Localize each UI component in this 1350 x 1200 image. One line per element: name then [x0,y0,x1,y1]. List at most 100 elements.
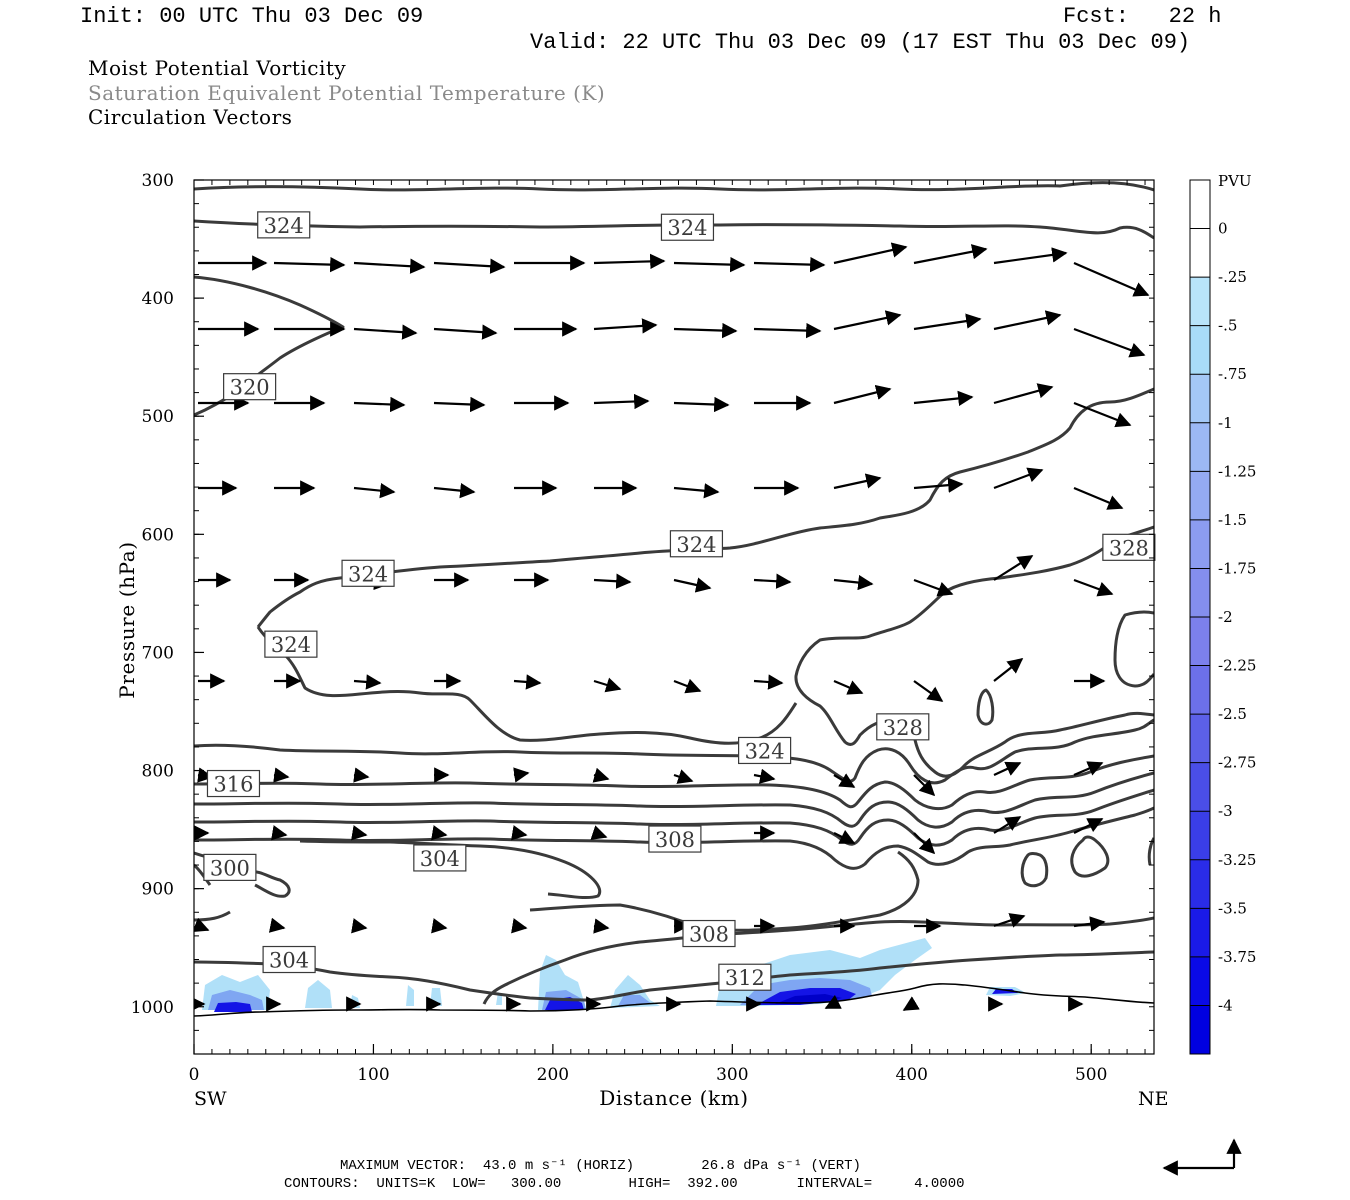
x-tick-label: 400 [896,1065,928,1085]
colorbar-swatch [1190,859,1210,909]
y-axis-label: Pressure (hPa) [115,541,139,698]
y-tick-label: 700 [142,643,174,663]
colorbar-title: PVU [1218,172,1252,190]
y-tick-label: 400 [142,289,174,309]
circulation-vector [1073,761,1104,777]
colorbar-label: -1.25 [1218,462,1256,480]
contour-label-box [738,736,792,765]
colorbar-label: -.5 [1218,317,1237,335]
circulation-vector [913,313,982,331]
forecast-hour: Fcst: 22 h [1063,4,1222,29]
field-title-vectors: Circulation Vectors [88,105,293,129]
circulation-vector [993,247,1068,265]
contour-label-box [669,530,724,558]
contour-label-box [262,945,316,974]
colorbar-swatch [1190,180,1210,230]
colorbar-label: -2.75 [1218,754,1256,772]
circulation-vector [353,767,370,783]
circulation-vector [913,774,936,797]
colorbar-swatch [1190,374,1210,424]
max-vector-note: MAXIMUM VECTOR: 43.0 m s⁻¹ (HORIZ) 26.8 … [340,1158,861,1174]
colorbar-swatch [1190,1005,1210,1055]
circulation-vector [593,253,666,270]
circulation-vector [511,918,528,934]
circulation-vector [353,324,418,340]
contour-label: 324 [271,633,311,657]
contour-label-box [648,825,702,853]
circulation-vector [271,825,288,841]
circulation-vector [433,482,476,499]
circulation-vector [913,680,944,702]
contour-label: 324 [745,739,785,763]
contour-label-box [223,373,277,401]
circulation-vector [592,767,610,783]
circulation-vector [351,825,368,841]
contour-label: 328 [883,716,923,740]
y-tick-label: 900 [142,880,174,900]
reference-vector [1162,1138,1242,1176]
contour-label: 328 [1109,536,1149,560]
circulation-vector [993,761,1022,776]
circulation-vector [833,574,874,591]
circulation-vector [673,769,694,784]
x-tick-label: 0 [189,1065,200,1085]
contour-labels: 324 324 320 324 324 328 324 328 324 316 308 304 300 3… [203,211,1156,991]
colorbar-label: -2.5 [1218,705,1247,723]
circulation-vector [833,829,856,844]
field-title-pv: Moist Potential Vorticity [88,56,347,80]
contour-label-box [257,211,311,239]
circulation-vector [593,393,650,410]
colorbar-label: -3 [1218,802,1233,820]
contour-label: 312 [725,966,765,990]
contour-label: 308 [655,828,695,852]
colorbar-label: 0 [1218,220,1228,238]
contour-label: 304 [420,847,460,871]
circulation-vector [993,310,1062,331]
circulation-vector [433,396,486,413]
circulation-vector [1073,401,1132,428]
circulation-vector [511,825,528,841]
contour-info: CONTOURS: UNITS=K LOW= 300.00 HIGH= 392.… [284,1176,965,1192]
colorbar-swatch [1190,665,1210,715]
circulation-vector [833,773,856,788]
x-tick-label: 500 [1075,1065,1107,1085]
circulation-vector [753,322,822,339]
circulation-vector [1073,486,1124,510]
circulation-vector [673,483,720,499]
x-tick-label: 100 [357,1065,389,1085]
contour-label: 300 [210,856,250,880]
contour-label-box [413,844,467,872]
colorbar-swatch [1190,811,1210,861]
contour-label-box [1102,533,1156,561]
theta-e-contours [194,181,1154,1005]
contour-label: 324 [667,216,707,240]
contour-label: 324 [676,533,716,557]
x-axis: 0 100 200 300 400 500 [189,1044,1107,1085]
circulation-vector [673,678,702,694]
circulation-vectors [194,242,1150,1012]
circulation-vector [273,767,290,783]
circulation-vector [593,573,632,589]
colorbar-swatch [1190,956,1210,1006]
colorbar-swatch [1190,228,1210,278]
circulation-vector [353,482,396,499]
circulation-vector [353,396,406,413]
y-tick-label: 500 [142,407,174,427]
circulation-vector [993,383,1054,405]
colorbar-label: -.25 [1218,268,1247,286]
circulation-vector [194,917,210,933]
circulation-vector [902,996,920,1011]
circulation-vector [353,258,426,274]
contour-label: 320 [230,376,270,400]
x-tick-label: 300 [716,1065,748,1085]
circulation-vector [673,322,738,339]
y-tick-label: 800 [142,762,174,782]
circulation-vector [268,917,286,933]
y-tick-label: 1000 [131,998,174,1018]
circulation-vector [913,578,954,597]
colorbar-label: -3.5 [1218,899,1247,917]
circulation-vector [1073,818,1104,834]
circulation-vector [673,396,730,413]
circulation-vector [513,767,530,783]
colorbar-swatch [1190,908,1210,958]
